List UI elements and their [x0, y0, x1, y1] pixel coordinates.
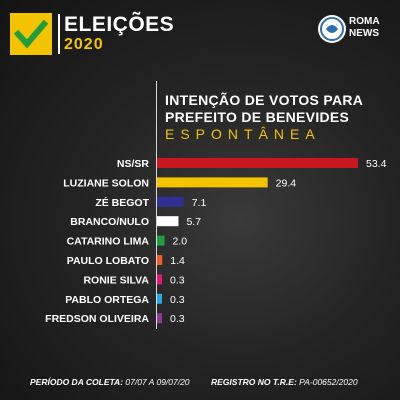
- value-label: 0.3: [170, 274, 185, 286]
- bar: [157, 196, 184, 207]
- category-label: CATARINO LIMA: [67, 236, 150, 248]
- bar: [157, 313, 162, 324]
- category-label: LUZIANE SOLON: [63, 177, 149, 189]
- bar: [157, 177, 268, 188]
- globe-icon: [318, 15, 346, 43]
- value-label: 5.7: [186, 216, 201, 228]
- category-label: RONIE SILVA: [83, 274, 149, 286]
- collection-period-label: PERÍODO DA COLETA:: [30, 377, 124, 387]
- value-label: 2.0: [173, 236, 188, 248]
- category-label: FREDSON OLIVEIRA: [45, 313, 149, 325]
- registry: REGISTRO NO T.R.E: PA-00652/2020: [211, 377, 358, 387]
- value-label: 0.3: [170, 294, 185, 306]
- brand-title: ELEIÇÕES: [64, 13, 175, 36]
- bar: [157, 293, 162, 304]
- registry-value: PA-00652/2020: [299, 377, 358, 387]
- chart-axis-line: [156, 81, 157, 329]
- value-label: 53.4: [366, 158, 387, 170]
- bar: [157, 216, 179, 227]
- header-divider: [58, 14, 60, 54]
- category-label: PABLO ORTEGA: [65, 294, 149, 306]
- news-brand: ROMA NEWS: [349, 16, 380, 40]
- category-label: NS/SR: [117, 158, 150, 170]
- bar: [157, 274, 162, 285]
- value-label: 7.1: [192, 197, 207, 209]
- news-brand-line2: NEWS: [349, 28, 379, 39]
- value-label: 1.4: [170, 255, 185, 267]
- category-label: PAULO LOBATO: [67, 255, 149, 267]
- chart-subtitle: ESPONTÂNEA: [165, 126, 321, 142]
- category-label: ZÉ BEGOT: [95, 196, 149, 209]
- category-label: BRANCO/NULO: [70, 216, 149, 228]
- collection-period: PERÍODO DA COLETA: 07/07 A 09/07/20: [30, 377, 190, 387]
- brand-year: 2020: [64, 36, 104, 53]
- value-label: 0.3: [170, 313, 185, 325]
- bar: [157, 255, 163, 265]
- check-logo: [10, 13, 52, 55]
- bar: [157, 235, 165, 246]
- value-label: 29.4: [276, 177, 297, 189]
- registry-label: REGISTRO NO T.R.E:: [211, 377, 297, 387]
- bar: [157, 158, 358, 168]
- check-icon: [13, 19, 49, 49]
- chart-title-line2: PREFEITO DE BENEVIDES: [165, 109, 350, 125]
- collection-period-value: 07/07 A 09/07/20: [125, 377, 190, 387]
- news-brand-line1: ROMA: [349, 16, 380, 27]
- chart-title-line1: INTENÇÃO DE VOTOS PARA: [165, 92, 364, 108]
